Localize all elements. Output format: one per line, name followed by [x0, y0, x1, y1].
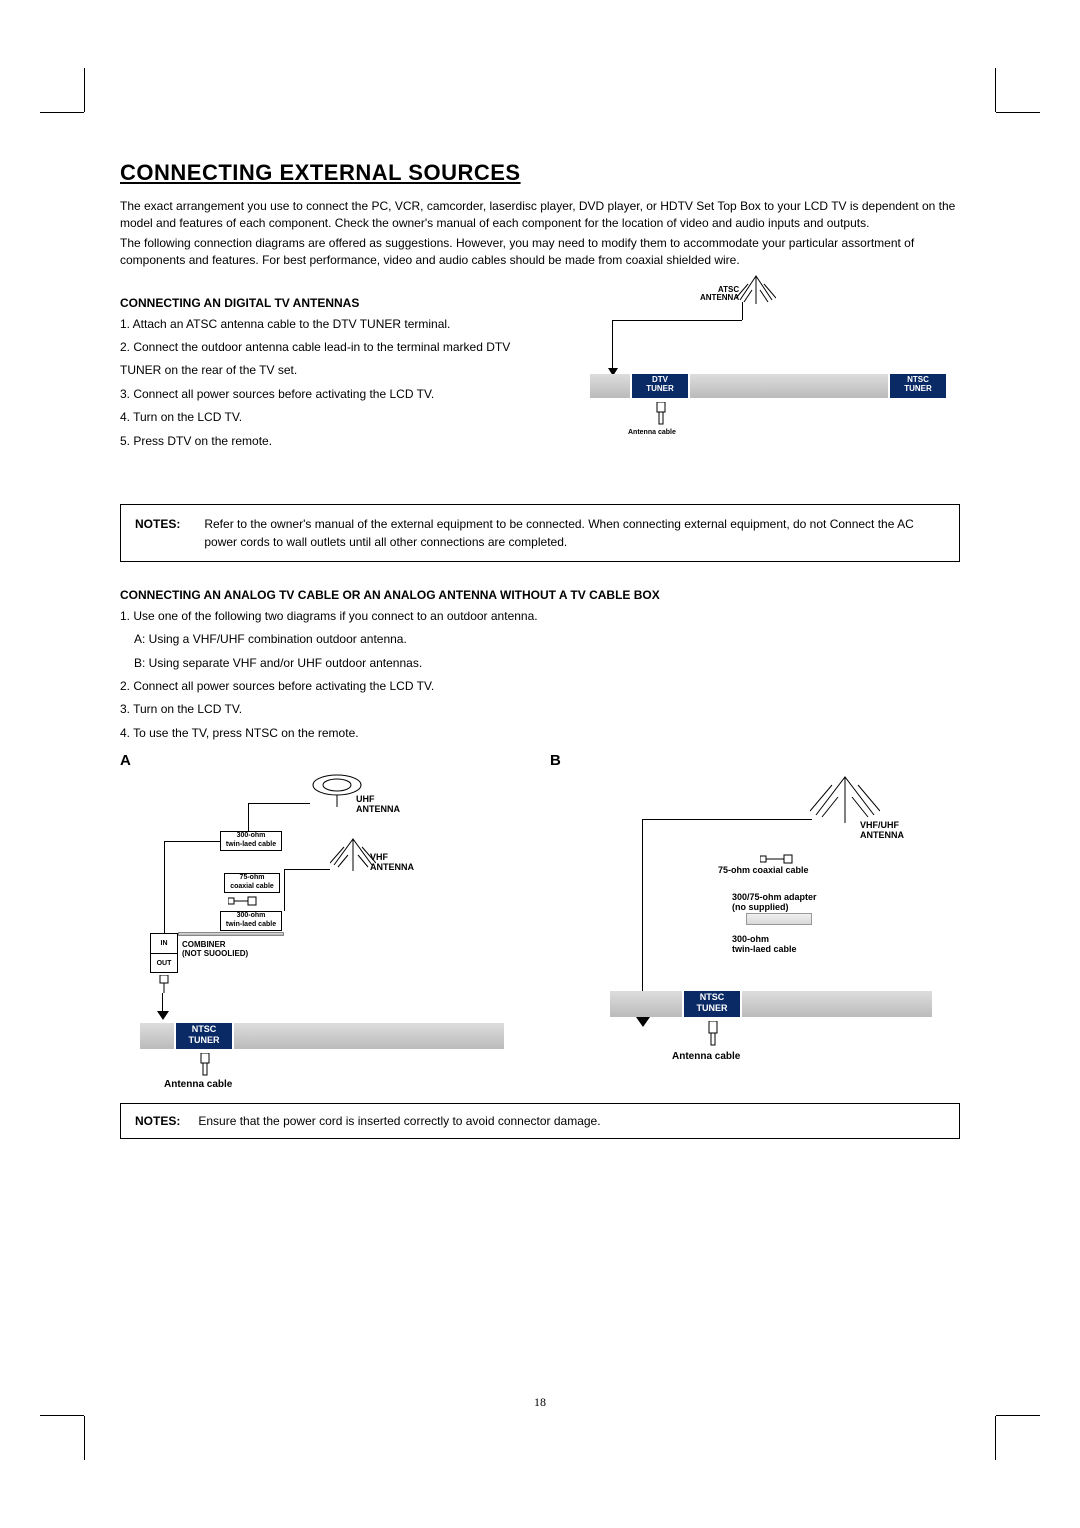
notes-text: Refer to the owner's manual of the exter… — [204, 515, 945, 551]
connector-line — [248, 803, 249, 833]
diagram-row: A UHF ANTENNA VHF ANTENNA 300-ohm twin-l… — [120, 752, 960, 1093]
section-digital-antenna: CONNECTING AN DIGITAL TV ANTENNAS 1. Att… — [120, 274, 960, 456]
connector-icon — [706, 1021, 720, 1047]
list-item: 1. Use one of the following two diagrams… — [120, 608, 960, 625]
coax-icon — [228, 895, 258, 907]
diagram-b-col: B VHF/UHF ANTENNA 75-ohm coaxial cable 3… — [550, 752, 960, 1093]
combiner-box: IN OUT — [150, 933, 178, 973]
intro-paragraph: The exact arrangement you use to connect… — [120, 198, 960, 233]
uhf-antenna-label: UHF ANTENNA — [356, 795, 400, 815]
notes-box: NOTES: Ensure that the power cord is ins… — [120, 1103, 960, 1139]
ntsc-tuner-box: NTSC TUNER — [684, 991, 740, 1017]
crop-mark — [40, 112, 84, 113]
antenna-cable-label: Antenna cable — [628, 429, 676, 436]
list-item: 3. Turn on the LCD TV. — [120, 701, 960, 718]
antenna-icon — [736, 274, 776, 304]
connector-line — [248, 803, 310, 804]
page: CONNECTING EXTERNAL SOURCES The exact ar… — [0, 0, 1080, 1528]
adapter-icon — [746, 913, 812, 925]
vhf-uhf-antenna-label: VHF/UHF ANTENNA — [860, 821, 904, 841]
page-number: 18 — [0, 1395, 1080, 1410]
arrow-down-icon — [636, 1017, 650, 1027]
combiner-label: COMBINER (NOT SUOOLIED) — [182, 941, 248, 959]
crop-mark — [996, 112, 1040, 113]
ntsc-tuner-box: NTSC TUNER — [890, 374, 946, 398]
notes-box: NOTES: Refer to the owner's manual of th… — [120, 504, 960, 562]
connector-line — [164, 841, 178, 842]
section-left: CONNECTING AN DIGITAL TV ANTENNAS 1. Att… — [120, 274, 560, 456]
diagram-b-label: B — [550, 752, 960, 769]
combiner-in: IN — [151, 934, 177, 954]
connector-icon — [654, 402, 668, 426]
list-item: B: Using separate VHF and/or UHF outdoor… — [134, 655, 960, 672]
connector-line — [642, 819, 812, 820]
connector-line — [284, 869, 330, 870]
diagram-a-label: A — [120, 752, 530, 769]
tv-panel — [234, 1023, 504, 1049]
crop-mark — [995, 68, 996, 112]
tv-panel — [742, 991, 932, 1017]
antenna-cable-label: Antenna cable — [164, 1079, 232, 1090]
twin-lead-box: 300-ohm twin-laed cable — [220, 911, 282, 931]
tv-panel — [610, 991, 682, 1017]
tv-panel — [590, 374, 630, 398]
list-item: TUNER on the rear of the TV set. — [120, 362, 560, 379]
diagram: ATSC ANTENNA DTV TUNER NTSC TUNER Antenn… — [590, 274, 950, 454]
list-item: 1. Attach an ATSC antenna cable to the D… — [120, 316, 560, 333]
combiner-out: OUT — [151, 954, 177, 973]
connector-line — [612, 320, 613, 370]
diagram-dtv: ATSC ANTENNA DTV TUNER NTSC TUNER Antenn… — [580, 274, 960, 456]
list-item: 4. Turn on the LCD TV. — [120, 409, 560, 426]
content: CONNECTING EXTERNAL SOURCES The exact ar… — [120, 160, 960, 1139]
notes-text: Ensure that the power cord is inserted c… — [198, 1112, 945, 1130]
list-item: 5. Press DTV on the remote. — [120, 433, 560, 450]
tv-panel — [690, 374, 888, 398]
arrow-down-icon — [157, 1011, 169, 1020]
vhf-antenna-label: VHF ANTENNA — [370, 853, 414, 873]
diagram-a: UHF ANTENNA VHF ANTENNA 300-ohm twin-lae… — [120, 773, 520, 1093]
twin-lead-label: 300-ohm twin-laed cable — [732, 935, 797, 955]
connector-line — [642, 819, 643, 1019]
dtv-tuner-box: DTV TUNER — [632, 374, 688, 398]
connector-line — [612, 320, 742, 321]
coax-icon — [760, 853, 794, 865]
ntsc-tuner-box: NTSC TUNER — [176, 1023, 232, 1049]
diagram-a-col: A UHF ANTENNA VHF ANTENNA 300-ohm twin-l… — [120, 752, 530, 1093]
intro-paragraph: The following connection diagrams are of… — [120, 235, 960, 270]
twin-lead-box: 300-ohm twin-laed cable — [220, 831, 282, 851]
connector-line — [284, 869, 285, 911]
crop-mark — [40, 1415, 84, 1416]
vhf-uhf-antenna-icon — [810, 773, 880, 823]
coax-label: 75-ohm coaxial cable — [718, 865, 809, 875]
page-title: CONNECTING EXTERNAL SOURCES — [120, 160, 960, 186]
cable-bar — [178, 932, 284, 936]
tv-panel — [140, 1023, 174, 1049]
atsc-antenna-label: ATSC ANTENNA — [700, 286, 739, 304]
coax-box: 75-ohm coaxial cable — [224, 873, 280, 893]
notes-label: NOTES: — [135, 1112, 180, 1130]
section-title: CONNECTING AN ANALOG TV CABLE OR AN ANAL… — [120, 588, 960, 602]
coax-icon — [158, 975, 170, 993]
list-item: 2. Connect all power sources before acti… — [120, 678, 960, 695]
list-item: A: Using a VHF/UHF combination outdoor a… — [134, 631, 960, 648]
connector-line — [162, 993, 163, 1013]
list-item: 2. Connect the outdoor antenna cable lea… — [120, 339, 560, 356]
diagram-b: VHF/UHF ANTENNA 75-ohm coaxial cable 300… — [550, 773, 950, 1093]
notes-label: NOTES: — [135, 515, 180, 551]
adapter-label: 300/75-ohm adapter (no supplied) — [732, 893, 817, 913]
list-item: 3. Connect all power sources before acti… — [120, 386, 560, 403]
connector-line — [742, 302, 743, 320]
antenna-cable-label: Antenna cable — [672, 1051, 740, 1062]
crop-mark — [84, 68, 85, 112]
list-item: 4. To use the TV, press NTSC on the remo… — [120, 725, 960, 742]
connector-icon — [198, 1053, 212, 1077]
connector-line — [178, 841, 220, 842]
crop-mark — [996, 1415, 1040, 1416]
section-title: CONNECTING AN DIGITAL TV ANTENNAS — [120, 296, 560, 310]
crop-mark — [84, 1416, 85, 1460]
connector-line — [164, 841, 165, 933]
crop-mark — [995, 1416, 996, 1460]
